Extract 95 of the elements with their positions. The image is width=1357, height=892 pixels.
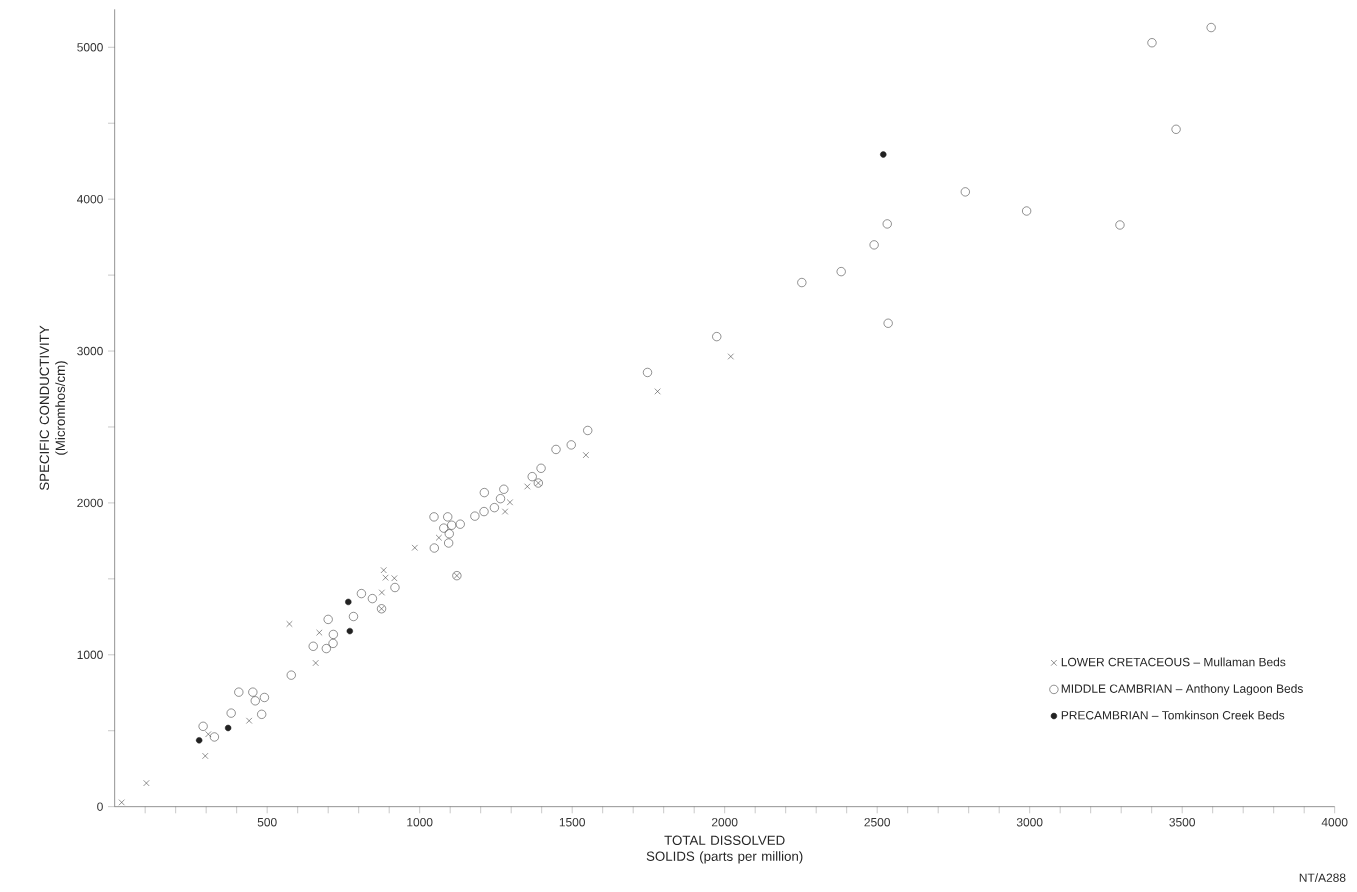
point [356,589,366,599]
point [224,724,232,732]
point [524,483,531,490]
point [250,696,260,706]
y-tick-label: 0 [97,802,103,811]
legend-label: MIDDLE CAMBRIAN – Anthony Lagoon Beds [1061,684,1303,696]
point [429,543,439,553]
point [323,614,333,624]
point [391,575,398,582]
point [880,151,887,158]
point [308,641,318,651]
legend-label: PRECAMBRIAN – Tomkinson Creek Beds [1061,710,1285,720]
point [869,240,879,250]
point [205,731,212,738]
y-tick-label: 2000 [77,498,103,508]
point [712,332,722,342]
point [380,567,387,574]
y-axis-title: SPECIFIC CONDUCTIVITY (Micromhos/cm) [39,325,68,491]
x-tick-label: 2000 [711,818,738,827]
point [286,670,296,680]
x-tick-label: 2500 [864,818,890,827]
point [209,732,219,742]
point [489,503,499,513]
point [234,687,244,697]
point [883,318,893,328]
x-tick-label: 4000 [1321,818,1348,827]
point [382,574,389,581]
point [226,708,236,718]
y-tick-label: 1000 [77,650,103,660]
point [321,644,331,654]
point [1171,124,1181,134]
point [429,512,439,522]
point [444,529,454,539]
point [582,451,589,459]
point [202,752,209,760]
point [1147,38,1157,48]
point [246,717,253,724]
point [443,512,453,522]
point [501,508,509,515]
point [248,687,258,697]
x-tick-label: 1500 [559,818,585,827]
point [470,511,480,521]
point [411,544,418,551]
y-tick-label: 3000 [77,346,103,356]
point [367,594,377,604]
point [455,519,465,529]
x-tick-label: 500 [257,818,277,827]
legend-label: LOWER CRETACEOUS – Mullaman Beds [1061,657,1286,667]
y-tick-label: 4000 [77,194,103,204]
point [346,627,354,635]
point [257,709,267,719]
point [551,444,561,454]
point [654,388,661,395]
point [882,219,892,229]
point [1022,206,1032,216]
point [316,629,323,636]
point [444,538,454,548]
point [836,267,846,277]
point [118,799,125,806]
point [506,499,514,506]
x-axis-title: TOTAL DISSOLVED SOLIDS (parts per million) [646,835,803,864]
point [435,534,442,541]
point [797,278,807,288]
x-tick-label: 3500 [1169,818,1196,827]
point [143,780,150,787]
y-tick-label: 5000 [77,43,103,52]
point [583,425,593,435]
point [345,598,352,606]
point [378,589,385,596]
point [527,472,537,482]
point [495,494,506,504]
point [536,463,546,473]
point [259,692,269,702]
point [642,367,653,377]
point [479,507,489,517]
point [348,612,358,622]
point [195,737,203,744]
point [960,187,970,197]
x-tick-label: 3000 [1016,818,1043,827]
point [499,484,509,494]
point [328,629,338,639]
point [447,520,457,530]
point [328,638,338,648]
point [1115,220,1125,230]
point [566,440,576,450]
point [312,659,319,667]
point [727,353,734,360]
point [1206,23,1216,33]
point [198,721,208,731]
point [439,523,449,533]
point [286,620,293,628]
x-tick-label: 1000 [407,818,433,827]
text: NT/A288 [1299,873,1346,882]
point [390,582,400,593]
point [479,488,489,498]
